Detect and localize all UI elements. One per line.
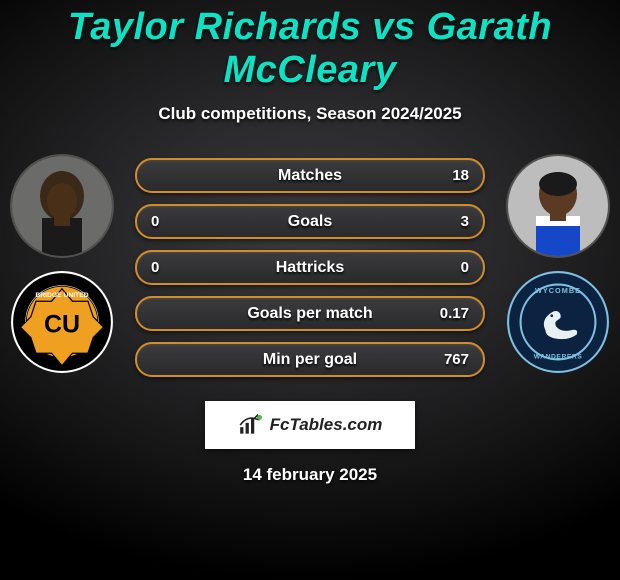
stat-row-goals: 0 Goals 3 xyxy=(135,204,485,239)
stat-row-hattricks: 0 Hattricks 0 xyxy=(135,250,485,285)
stat-right-value: 0.17 xyxy=(439,305,469,322)
page-title: Taylor Richards vs Garath McCleary xyxy=(0,6,620,92)
player-right-column: WYCOMBE WANDERERS xyxy=(503,154,613,374)
attribution-label: FcTables.com xyxy=(270,415,383,435)
club-badge-icon: WYCOMBE WANDERERS xyxy=(506,270,610,374)
club-left-badge: BRIDGE UNITED CU xyxy=(10,270,114,374)
stat-right-value: 18 xyxy=(439,167,469,184)
stat-label: Hattricks xyxy=(137,259,483,277)
stat-left-value: 0 xyxy=(151,213,181,230)
stat-row-min-per-goal: Min per goal 767 xyxy=(135,342,485,377)
stat-row-matches: Matches 18 xyxy=(135,158,485,193)
card-content: Taylor Richards vs Garath McCleary Club … xyxy=(0,0,620,580)
stat-label: Goals xyxy=(137,213,483,231)
svg-text:WANDERERS: WANDERERS xyxy=(534,353,583,360)
club-badge-icon: BRIDGE UNITED CU xyxy=(10,270,114,374)
stat-right-value: 767 xyxy=(439,351,469,368)
player-right-avatar xyxy=(506,154,610,258)
stat-label: Goals per match xyxy=(137,305,483,323)
stat-row-goals-per-match: Goals per match 0.17 xyxy=(135,296,485,331)
attribution-box: FcTables.com xyxy=(205,401,415,449)
svg-text:WYCOMBE: WYCOMBE xyxy=(535,286,581,295)
stat-right-value: 3 xyxy=(439,213,469,230)
stats-icon xyxy=(238,412,264,438)
svg-text:BRIDGE UNITED: BRIDGE UNITED xyxy=(35,292,88,299)
stat-label: Matches xyxy=(137,167,483,185)
date-text: 14 february 2025 xyxy=(0,465,620,485)
stat-label: Min per goal xyxy=(137,351,483,369)
subtitle: Club competitions, Season 2024/2025 xyxy=(0,104,620,124)
stat-right-value: 0 xyxy=(439,259,469,276)
player-left-column: BRIDGE UNITED CU xyxy=(7,154,117,374)
club-right-badge: WYCOMBE WANDERERS xyxy=(506,270,610,374)
comparison-row: BRIDGE UNITED CU Matches 18 0 Goals 3 0 … xyxy=(0,154,620,377)
club-abbrev: CU xyxy=(44,310,80,338)
player-left-avatar xyxy=(10,154,114,258)
avatar-placeholder-icon xyxy=(508,156,608,256)
stat-left-value: 0 xyxy=(151,259,181,276)
stats-column: Matches 18 0 Goals 3 0 Hattricks 0 Goals… xyxy=(135,154,485,377)
avatar-placeholder-icon xyxy=(12,156,112,256)
